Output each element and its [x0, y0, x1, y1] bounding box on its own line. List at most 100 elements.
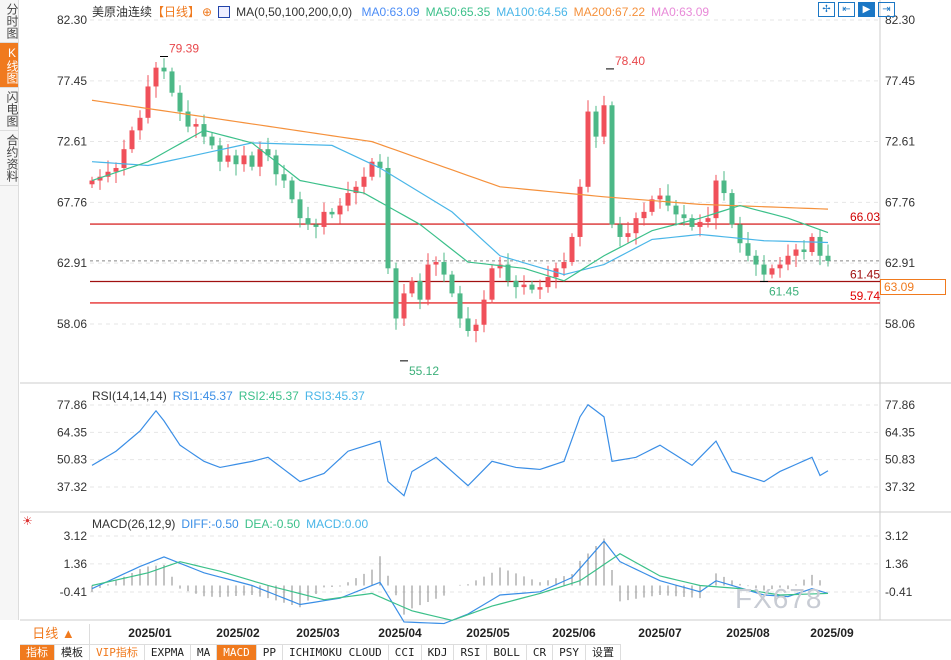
macd-legend: MACD(26,12,9) DIFF:-0.50 DEA:-0.50 MACD:0.0… [92, 517, 380, 531]
indicator-tab[interactable]: 设置 [586, 645, 621, 660]
ma50-line [91, 129, 829, 282]
candle-body [113, 167, 119, 172]
candle-body [129, 130, 135, 150]
y-tick-right: 1.36 [885, 557, 909, 571]
last-price-label: 63.09 [880, 279, 946, 295]
candle-body [217, 145, 223, 162]
candle-body [97, 176, 103, 181]
candle-body [353, 186, 359, 194]
y-tick-left: 3.12 [64, 529, 88, 543]
hline-label: 61.45 [850, 267, 880, 281]
candle-body [321, 211, 327, 227]
candle-body [737, 224, 743, 244]
candle-body [305, 218, 311, 225]
candle-body [705, 218, 711, 222]
candle-body [385, 167, 391, 269]
indicator-tab[interactable]: 指标 [20, 645, 55, 660]
y-tick-left: 50.83 [57, 453, 87, 467]
x-tick: 2025/08 [726, 626, 770, 640]
y-tick-left: 77.86 [57, 398, 87, 412]
sidebar-tab[interactable]: 合约资料 [0, 131, 19, 186]
series-label: RSI1:45.37 [172, 389, 233, 403]
x-tick: 2025/09 [810, 626, 854, 640]
candle-body [265, 149, 271, 156]
scroll-end-icon[interactable]: ⇥ [878, 2, 895, 17]
dea-line [91, 553, 829, 622]
period-selector[interactable]: 日线 ▲ [18, 624, 90, 644]
extreme-label: 55.12 [409, 364, 439, 378]
ma-value: MA100:64.56 [496, 5, 568, 19]
candle-body [393, 268, 399, 319]
crosshair-icon[interactable]: ✢ [818, 2, 835, 17]
indicator-tab[interactable]: CCI [389, 645, 422, 660]
candle-body [801, 249, 807, 253]
candle-body [585, 111, 591, 187]
candle-body [617, 224, 623, 237]
candle-body [505, 264, 511, 281]
candle-body [561, 262, 567, 269]
sun-settings-icon[interactable]: ☀ [22, 514, 33, 528]
candle-body [361, 176, 367, 187]
series-label: RSI3:45.37 [304, 389, 365, 403]
candle-body [609, 105, 615, 225]
extreme-label: 61.45 [769, 284, 799, 298]
candle-body [689, 218, 695, 227]
indicator-tab[interactable]: VIP指标 [90, 645, 145, 660]
indicator-tab[interactable]: PSY [553, 645, 586, 660]
add-indicator-icon[interactable]: ⊕ [202, 5, 213, 19]
x-tick: 2025/04 [378, 626, 422, 640]
ma-chart-icon[interactable] [218, 6, 231, 18]
candle-body [721, 180, 727, 194]
indicator-tab[interactable]: BOLL [487, 645, 527, 660]
macd-title: MACD(26,12,9) [92, 517, 176, 531]
indicator-tab-bar: 指标 模板 VIP指标 EXPMA MA MACD PP ICHIMOKU CLOUD CCI K… [20, 644, 621, 660]
series-label: RSI2:45.37 [238, 389, 299, 403]
indicator-tab[interactable]: KDJ [422, 645, 455, 660]
zoom-right-icon[interactable]: ▶ [858, 2, 875, 17]
candle-body [657, 195, 663, 200]
period-tag: 【日线】 [152, 5, 201, 19]
y-tick-right: 72.61 [885, 135, 915, 149]
sidebar-tab[interactable]: 闪电图 [0, 88, 19, 131]
candle-body [273, 155, 279, 175]
candle-body [641, 211, 647, 219]
y-tick-left: -0.41 [60, 585, 88, 599]
y-tick-left: 37.32 [57, 480, 87, 494]
candle-body [817, 236, 823, 256]
indicator-tab[interactable]: MACD [217, 645, 257, 660]
sidebar-tab[interactable]: K线图 [0, 43, 19, 88]
candle-body [673, 205, 679, 215]
indicator-tab[interactable]: EXPMA [145, 645, 191, 660]
rsi-legend: RSI(14,14,14) RSI1:45.37 RSI2:45.37 RSI3:45… [92, 389, 377, 403]
candle-body [665, 195, 671, 206]
indicator-tab[interactable]: ICHIMOKU CLOUD [283, 645, 389, 660]
rsi1-line [91, 403, 829, 497]
candle-body [569, 236, 575, 263]
price-legend: 美原油连续【日线】 ⊕ MA(0,50,100,200,0,0) MA0:63.09… [92, 3, 721, 20]
indicator-tab[interactable]: 模板 [55, 645, 90, 660]
candle-body [409, 280, 415, 294]
rsi-title: RSI(14,14,14) [92, 389, 167, 403]
y-tick-right: 37.32 [885, 480, 915, 494]
candle-body [449, 274, 455, 294]
candle-body [601, 105, 607, 137]
fit-range-icon[interactable]: ⇤ [838, 2, 855, 17]
sidebar-tab[interactable]: 分时图 [0, 0, 19, 43]
candle-body [753, 255, 759, 265]
indicator-tab[interactable]: PP [257, 645, 283, 660]
indicator-tab[interactable]: MA [191, 645, 218, 660]
extreme-label: 78.40 [615, 54, 645, 68]
candle-body [513, 280, 519, 288]
diff-line [91, 540, 829, 625]
y-tick-right: 3.12 [885, 529, 909, 543]
candle-body [193, 124, 199, 127]
candle-body [761, 264, 767, 275]
candle-body [161, 67, 167, 72]
indicator-tab[interactable]: RSI [454, 645, 488, 660]
candle-body [105, 171, 111, 177]
candle-body [457, 293, 463, 319]
ma-value: MA50:65.35 [425, 5, 491, 19]
indicator-tab[interactable]: CR [527, 645, 554, 660]
candle-body [465, 318, 471, 332]
